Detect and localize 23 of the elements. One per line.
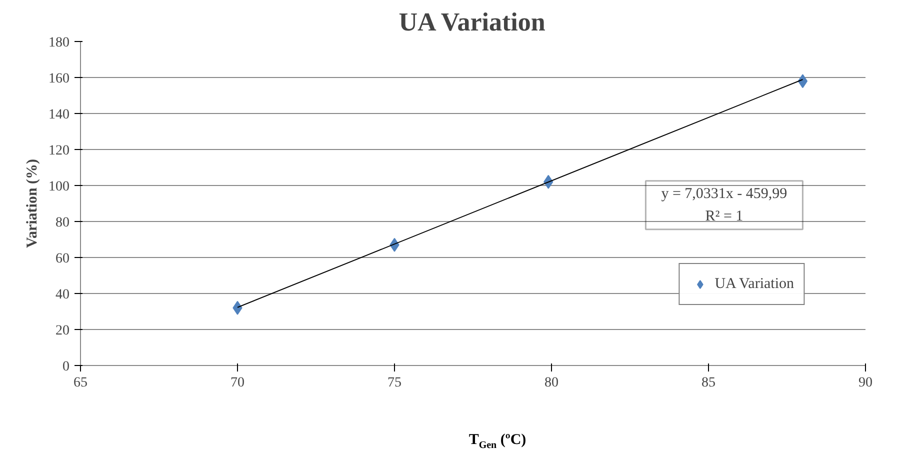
x-tick-label: 75: [388, 376, 402, 390]
x-tick-label: 85: [702, 376, 716, 390]
y-tick-label: 20: [56, 324, 70, 338]
y-tick-label: 160: [48, 72, 70, 86]
point: [798, 74, 808, 88]
y-tick-label: 60: [56, 252, 70, 266]
legend-label: UA Variation: [714, 276, 794, 292]
chart-title: UA Variation: [398, 8, 546, 36]
y-axis-title: Variation (%): [24, 158, 40, 248]
annotation: R² = 1: [705, 208, 744, 224]
annotation: y = 7,0331x - 459,99: [661, 186, 788, 202]
x-tick-label: 70: [230, 376, 244, 390]
y-tick-label: 40: [56, 288, 70, 302]
y-tick-label: 0: [62, 360, 70, 374]
x-tick-label: 90: [858, 376, 872, 390]
x-axis-title: T$_{Gen}$ (ºC): [468, 431, 526, 453]
y-tick-label: 120: [48, 144, 70, 158]
x-tick-label: 80: [544, 376, 558, 390]
x-tick-label: 65: [74, 376, 88, 390]
y-tick-label: 80: [56, 216, 70, 230]
y-tick-label: 140: [48, 108, 70, 122]
y-tick-label: 180: [48, 36, 70, 50]
y-tick-label: 100: [48, 180, 70, 194]
